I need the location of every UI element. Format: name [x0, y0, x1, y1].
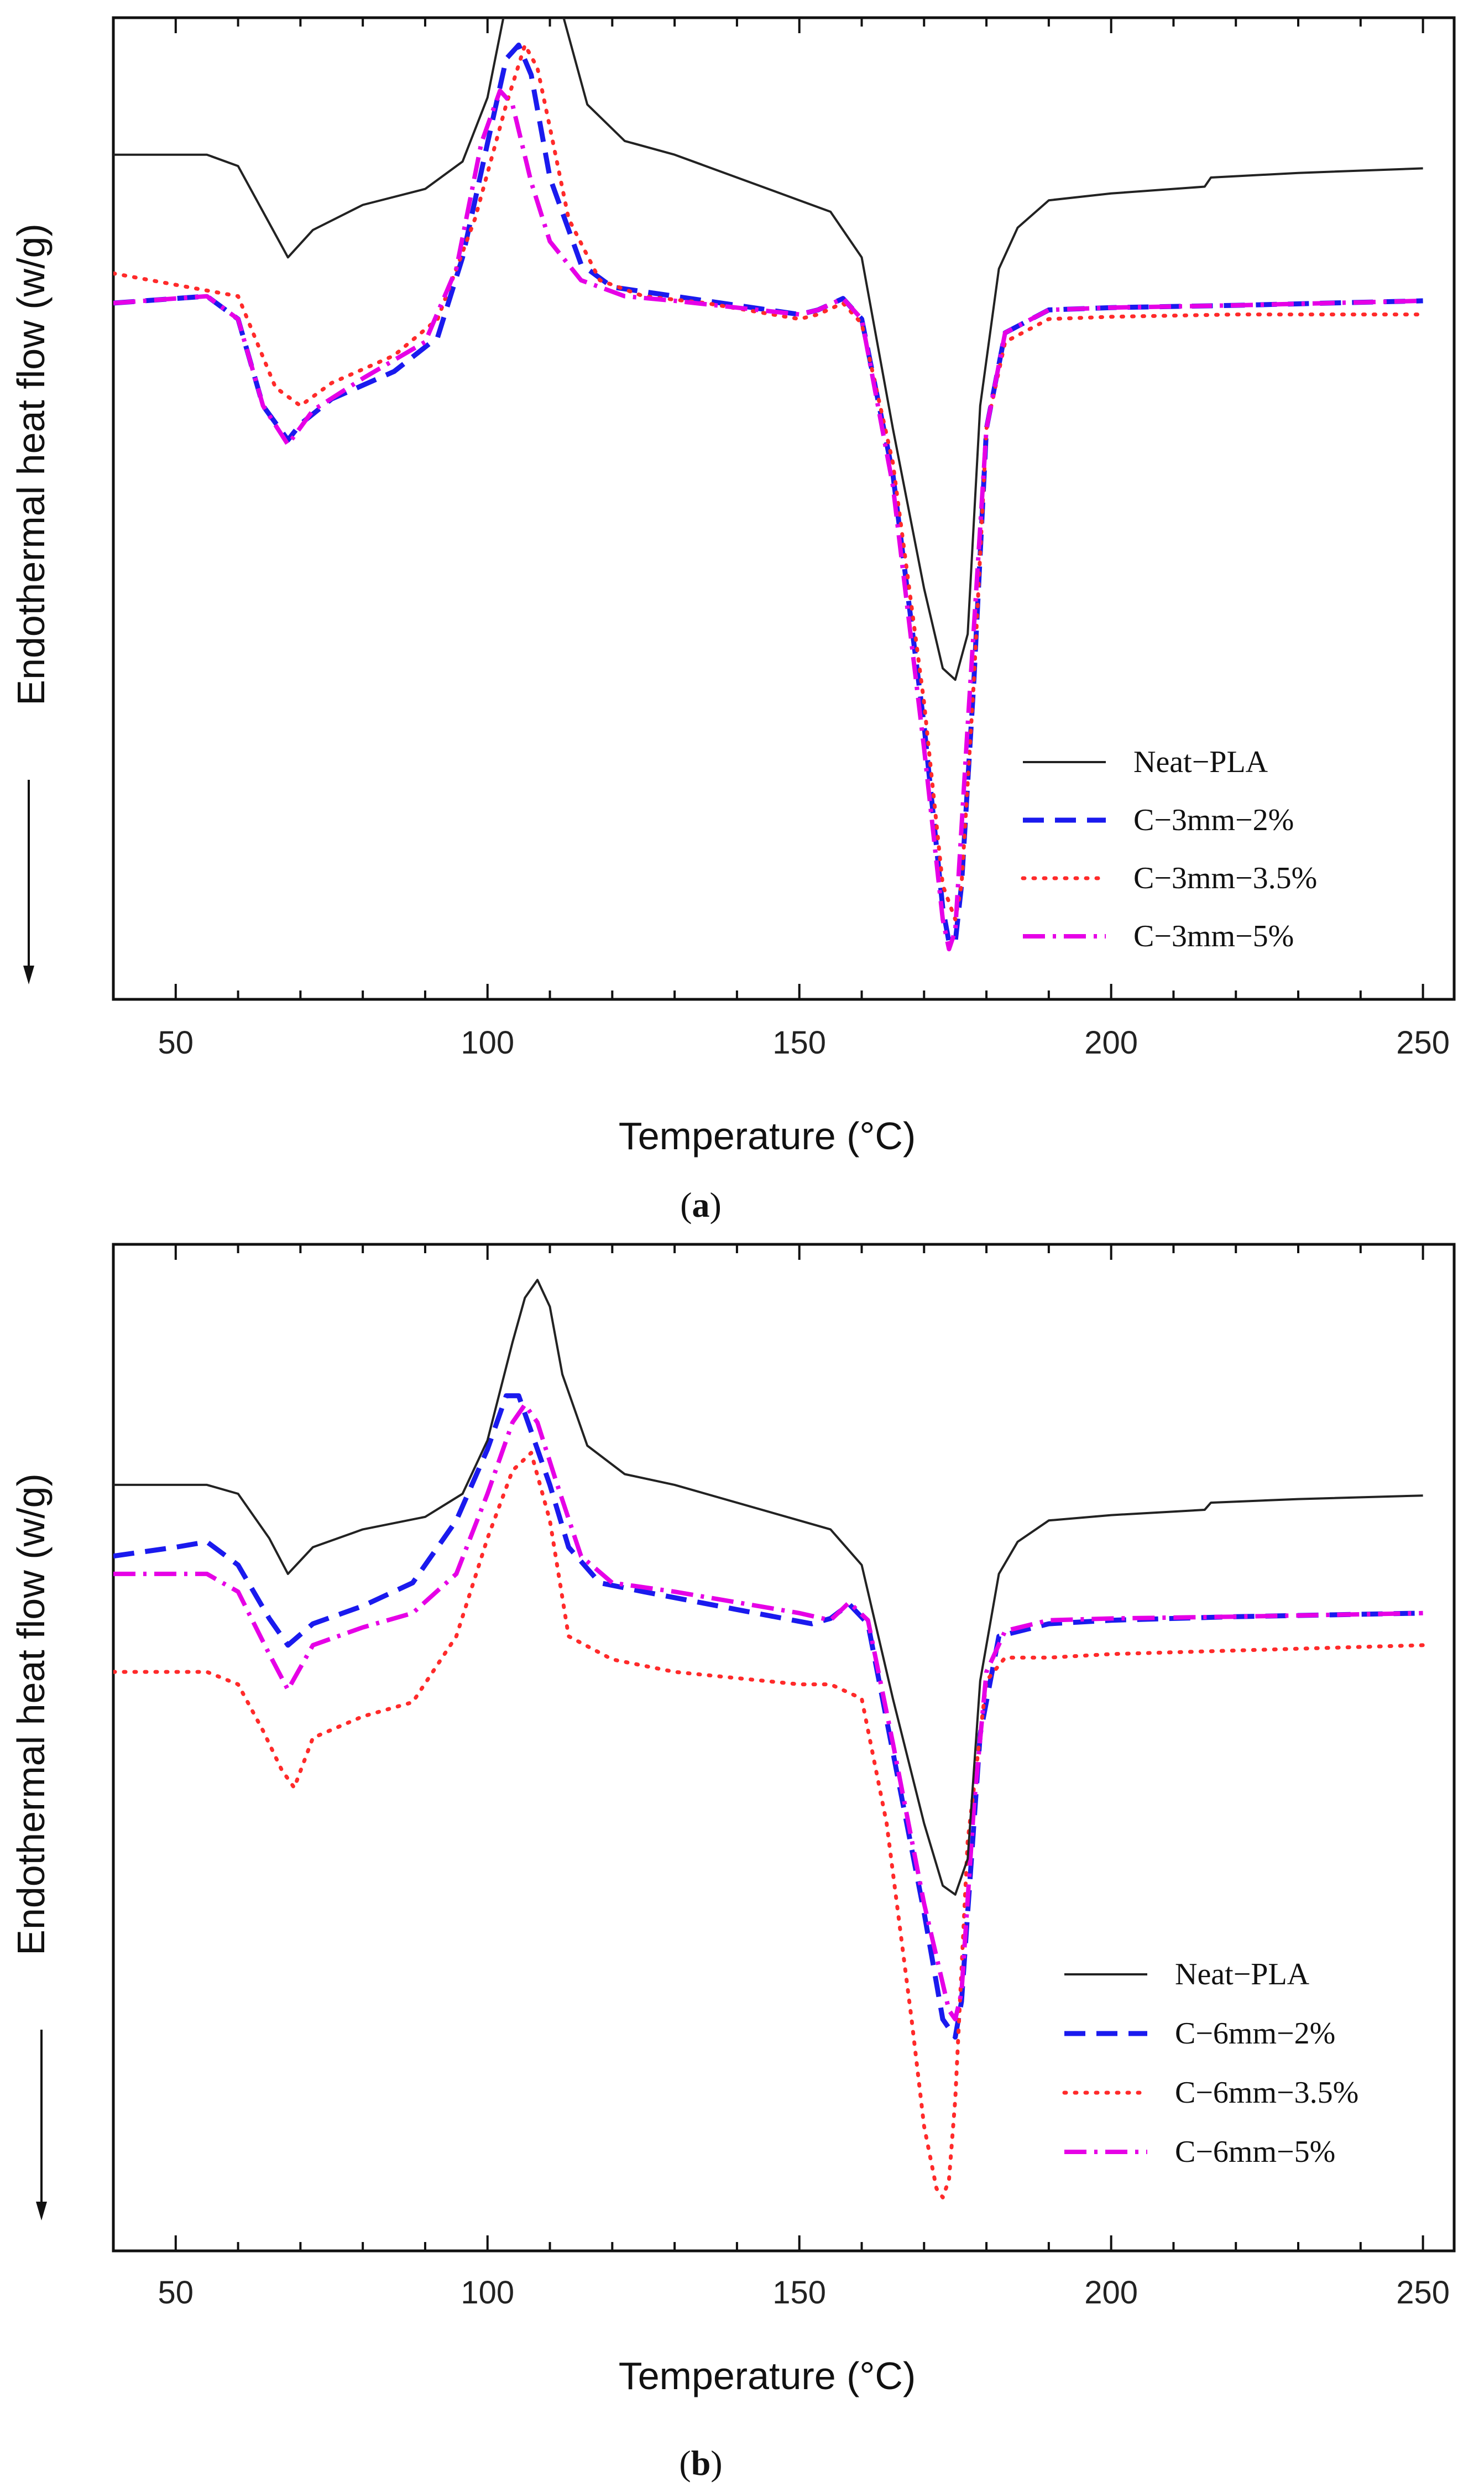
- x-tick-label: 200: [1084, 2275, 1138, 2311]
- x-tick-label: 150: [772, 1025, 826, 1061]
- x-axis-title: Temperature (°C): [619, 2354, 916, 2397]
- endotherm-arrow-head: [23, 966, 34, 984]
- panel-label: (a): [680, 1185, 722, 1224]
- x-tick-label: 50: [158, 1025, 194, 1061]
- plot-frame: [112, 16, 1456, 1001]
- series-line-solid: [113, 18, 1423, 681]
- panel-label: (b): [679, 2443, 722, 2483]
- y-axis-title: Endothermal heat flow (w/g): [9, 223, 53, 706]
- x-axis-title: Temperature (°C): [619, 1114, 916, 1158]
- legend-label: C−3mm−5%: [1133, 919, 1294, 953]
- legend-label: Neat−PLA: [1175, 1957, 1310, 1991]
- legend-label: Neat−PLA: [1133, 745, 1268, 779]
- series-line-dotted: [113, 43, 1425, 921]
- legend-label: C−6mm−5%: [1175, 2135, 1335, 2169]
- legend-label: C−3mm−3.5%: [1133, 861, 1317, 895]
- chart-panel-b: 50 100 150 200 250 Temperature (°C) Endotherma…: [9, 1243, 1456, 2483]
- x-tick-label: 200: [1084, 1025, 1138, 1061]
- x-tick-label: 250: [1396, 2275, 1450, 2311]
- endotherm-arrow-head: [36, 2202, 47, 2220]
- series-line-solid: [113, 1279, 1423, 1896]
- x-tick-label: 100: [461, 2275, 514, 2311]
- series-line-dotted: [113, 1451, 1425, 2199]
- legend-label: C−6mm−2%: [1175, 2016, 1335, 2051]
- y-axis-title: Endothermal heat flow (w/g): [9, 1473, 53, 1956]
- series-line-dashdot: [113, 1402, 1423, 2022]
- series-line-dashed: [113, 1393, 1423, 2040]
- x-tick-label: 100: [461, 1025, 514, 1061]
- x-tick-label: 250: [1396, 1025, 1450, 1061]
- chart-panel-a: 50 100 150 200 250 Temperature (°C) Endotherma…: [9, 16, 1456, 1224]
- x-tick-label: 50: [158, 2275, 194, 2311]
- legend-label: C−6mm−3.5%: [1175, 2076, 1358, 2110]
- series-line-dashdot: [113, 88, 1423, 952]
- legend-label: C−3mm−2%: [1133, 803, 1294, 837]
- x-tick-label: 150: [772, 2275, 826, 2311]
- plot-frame: [112, 1243, 1456, 2253]
